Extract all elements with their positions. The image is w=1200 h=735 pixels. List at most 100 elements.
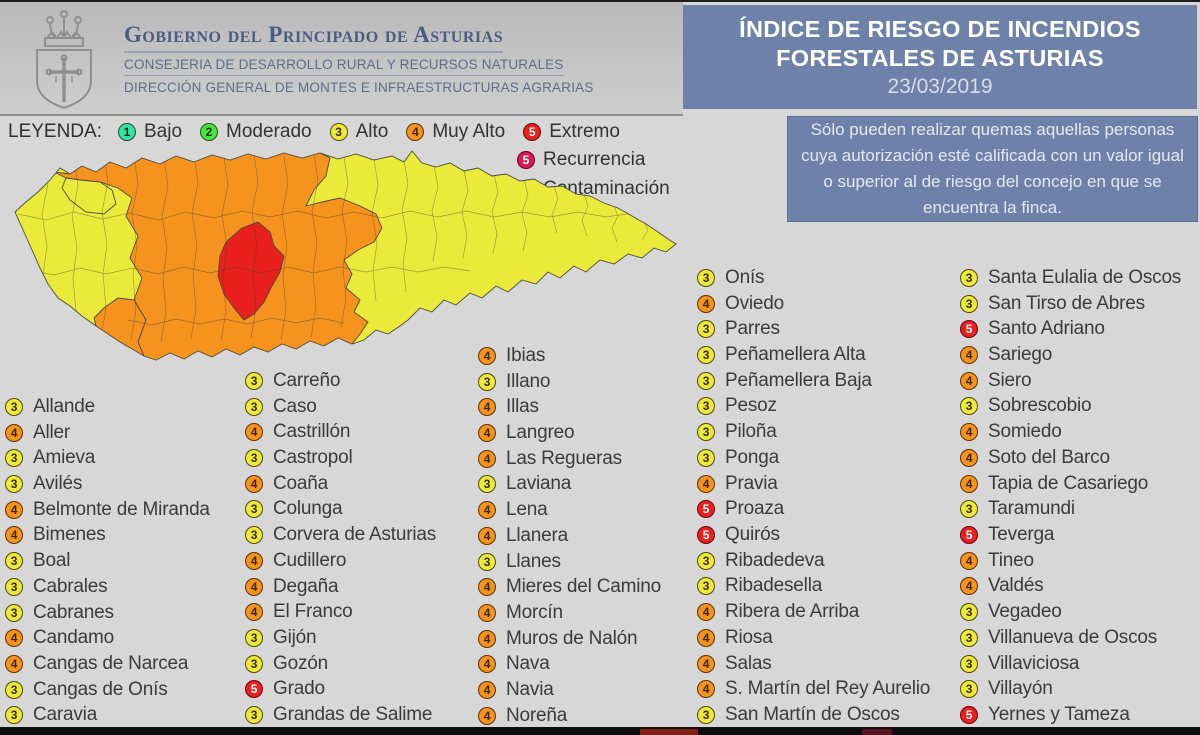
risk-level-badge: 4 — [478, 501, 496, 520]
risk-level-badge: 4 — [960, 371, 978, 390]
risk-level-badge: 4 — [478, 604, 496, 623]
municipality-row: 4 Tineo — [960, 548, 1181, 574]
municipality-name: Sariego — [988, 344, 1053, 366]
municipality-name: Valdés — [988, 575, 1044, 597]
risk-level-badge: 3 — [5, 552, 23, 571]
municipality-row: 3 Parres — [697, 316, 930, 342]
legend-item: 4 Muy Alto — [406, 121, 505, 143]
risk-level-badge: 4 — [960, 423, 978, 442]
municipality-name: Avilés — [33, 473, 83, 495]
risk-level-badge: 4 — [697, 680, 715, 699]
municipality-name: Ibias — [506, 344, 546, 366]
municipality-name: San Tirso de Abres — [988, 292, 1145, 314]
risk-level-badge: 4 — [960, 577, 978, 596]
municipality-name: Taramundi — [988, 498, 1075, 520]
asturias-risk-map — [14, 150, 677, 361]
municipality-row: 3 San Martín de Oscos — [697, 702, 930, 728]
municipality-name: Pravia — [725, 472, 778, 494]
municipality-row: 4 Ribera de Arriba — [697, 599, 930, 625]
municipality-name: Lena — [506, 499, 548, 521]
municipality-name: Siero — [988, 369, 1032, 391]
municipality-row: 4 Soto del Barco — [960, 445, 1181, 471]
municipality-name: Ribera de Arriba — [725, 601, 860, 623]
municipality-row: 5 Grado — [245, 677, 436, 703]
risk-level-badge: 3 — [245, 629, 263, 648]
risk-level-badge: 4 — [245, 577, 263, 596]
risk-level-badge: 3 — [5, 397, 23, 416]
risk-level-badge: 3 — [697, 423, 715, 442]
municipality-name: Illas — [506, 396, 539, 418]
risk-level-badge: 3 — [329, 123, 348, 141]
municipality-row: 3 Grandas de Salime — [245, 702, 436, 728]
risk-level-badge: 4 — [697, 474, 715, 493]
municipality-row: 4 Cangas de Narcea — [5, 651, 210, 677]
burning-authorization-notice: Sólo pueden realizar quemas aquellas per… — [787, 116, 1198, 222]
municipality-name: Somiedo — [988, 421, 1062, 443]
municipality-name: Llanera — [506, 524, 568, 546]
municipality-name: Coaña — [273, 472, 328, 494]
municipality-row: 4 Belmonte de Miranda — [5, 497, 210, 523]
risk-level-badge: 3 — [697, 397, 715, 416]
risk-level-badge: 4 — [5, 629, 23, 648]
government-name: Gobierno del Principado de Asturias — [124, 22, 504, 53]
risk-level-badge: 4 — [5, 655, 23, 674]
municipality-row: 3 Peñamellera Alta — [697, 342, 930, 368]
municipality-name: Grandas de Salime — [273, 704, 433, 726]
risk-level-badge: 4 — [478, 655, 496, 674]
risk-level-badge: 3 — [697, 706, 715, 725]
municipality-column-2: 3 Carreño 3 Caso 4 Castrillón 3 Castropol 4 Coaña… — [245, 368, 436, 728]
risk-level-badge: 3 — [245, 706, 263, 725]
municipality-row: 4 Muros de Nalón — [478, 626, 661, 652]
municipality-name: Soto del Barco — [988, 446, 1110, 468]
municipality-row: 3 Taramundi — [960, 496, 1181, 522]
municipality-row: 3 Llanes — [478, 549, 661, 575]
risk-level-badge: 5 — [697, 526, 715, 545]
municipality-row: 5 Proaza — [697, 496, 930, 522]
municipality-name: Muros de Nalón — [506, 627, 638, 649]
municipality-name: Caso — [273, 395, 317, 417]
risk-level-badge: 4 — [697, 628, 715, 647]
municipality-row: 4 Langreo — [478, 420, 661, 446]
municipality-row: 3 Cabrales — [5, 574, 210, 600]
municipality-name: Ribadesella — [725, 575, 823, 597]
risk-level-badge: 4 — [697, 294, 715, 313]
bottom-bar-sliver — [862, 729, 892, 735]
risk-level-badge: 3 — [5, 603, 23, 622]
municipality-row: 4 Coaña — [245, 471, 436, 497]
municipality-row: 4 Ibias — [478, 343, 661, 369]
municipality-row: 3 Peñamellera Baja — [697, 368, 930, 394]
municipality-name: Peñamellera Alta — [725, 344, 866, 366]
municipality-name: Cangas de Narcea — [33, 653, 189, 675]
municipality-name: Ponga — [725, 446, 779, 468]
risk-level-badge: 4 — [478, 398, 496, 417]
risk-level-badge: 4 — [478, 578, 496, 597]
municipality-row: 3 Villayón — [960, 677, 1181, 703]
municipality-name: Colunga — [273, 498, 343, 520]
municipality-row: 3 Vegadeo — [960, 599, 1181, 625]
municipality-name: San Martín de Oscos — [725, 704, 900, 726]
risk-level-badge: 4 — [5, 526, 23, 545]
municipality-name: Allande — [33, 395, 95, 417]
municipality-name: Quirós — [725, 524, 780, 546]
municipality-row: 3 Ribadedeva — [697, 548, 930, 574]
municipality-name: Tapia de Casariego — [988, 472, 1149, 494]
municipality-row: 3 Sobrescobio — [960, 394, 1181, 420]
risk-level-badge: 3 — [5, 577, 23, 596]
risk-level-badge: 4 — [697, 654, 715, 673]
risk-level-badge: 2 — [200, 123, 219, 141]
risk-level-badge: 3 — [960, 628, 978, 647]
risk-level-badge: 4 — [478, 449, 496, 468]
municipality-row: 3 Boal — [5, 548, 210, 574]
municipality-name: Morcín — [506, 602, 563, 624]
municipality-column-4: 3 Onís 4 Oviedo 3 Parres 3 Peñamellera Alta 3 Peñ… — [697, 265, 930, 728]
municipality-name: Castrillón — [273, 421, 351, 443]
risk-level-badge: 3 — [697, 577, 715, 596]
legend-item: 5 Recurrencia — [517, 149, 670, 171]
government-block: Gobierno del Principado de Asturias CONS… — [24, 8, 594, 110]
map-region-extremo — [217, 221, 285, 321]
municipality-row: 3 Villanueva de Oscos — [960, 625, 1181, 651]
municipality-row: 4 Tapia de Casariego — [960, 471, 1181, 497]
municipality-name: Peñamellera Baja — [725, 369, 872, 391]
municipality-name: S. Martín del Rey Aurelio — [725, 678, 931, 700]
municipality-name: Salas — [725, 652, 772, 674]
